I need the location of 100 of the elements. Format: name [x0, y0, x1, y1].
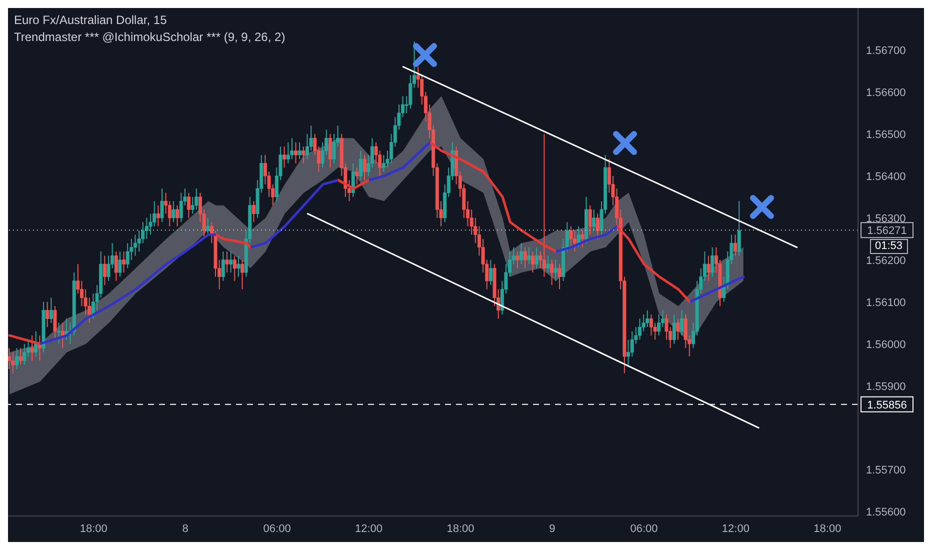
candlestick — [580, 230, 584, 248]
candlestick — [302, 146, 306, 164]
candlestick — [588, 204, 592, 236]
y-tick-label: 1.56100 — [866, 296, 906, 309]
candlestick — [187, 192, 190, 218]
y-tick-label: 1.56000 — [866, 338, 906, 351]
candlestick — [229, 251, 233, 273]
y-tick-label: 1.55900 — [866, 380, 906, 393]
candlestick — [122, 251, 126, 273]
candlestick — [126, 242, 130, 269]
candlestick — [550, 259, 554, 286]
candlestick — [18, 348, 22, 366]
y-tick-label: 1.55700 — [866, 464, 906, 477]
candlestick — [558, 264, 562, 290]
candlestick — [516, 251, 520, 269]
candlestick — [680, 310, 684, 336]
candlestick — [49, 297, 53, 324]
candlestick — [706, 255, 710, 282]
candlestick — [15, 348, 19, 370]
candlestick — [53, 306, 57, 340]
candlestick — [30, 334, 34, 362]
candlestick — [46, 301, 50, 328]
candlestick — [328, 133, 332, 168]
y-tick-label: 1.56200 — [866, 254, 906, 267]
candlestick — [554, 259, 558, 282]
candlestick — [232, 255, 236, 282]
candlestick — [282, 146, 286, 168]
y-tick-label: 1.56500 — [866, 128, 906, 141]
candlestick — [133, 234, 137, 256]
candlestick — [172, 200, 176, 223]
candlestick — [355, 167, 359, 185]
y-tick-label: 1.56600 — [866, 86, 906, 99]
candlestick — [8, 348, 11, 370]
text: Euro Fx/Australian Dollar, 15 — [14, 12, 168, 29]
text: Trendmaster *** @IchimokuScholar *** (9, 9, 26, 2) — [14, 29, 286, 46]
candlestick — [286, 142, 290, 164]
candlestick — [657, 314, 661, 336]
candlestick — [576, 226, 580, 248]
x-tick-label: 9 — [549, 522, 556, 535]
candlestick — [194, 188, 198, 210]
candlestick — [527, 246, 531, 265]
candlestick — [252, 200, 256, 223]
candlestick — [57, 322, 61, 344]
text: 01:53 — [870, 239, 908, 254]
candlestick — [221, 251, 225, 282]
candlestick — [290, 138, 294, 160]
x-tick-label: 18:00 — [446, 522, 474, 535]
candlestick — [676, 318, 680, 340]
candlestick — [144, 217, 148, 240]
candlestick — [672, 314, 676, 344]
candlestick — [546, 255, 550, 273]
candlestick — [488, 259, 492, 286]
candlestick — [362, 154, 366, 181]
y-tick-label: 1.56400 — [866, 170, 906, 183]
candlestick — [638, 318, 642, 340]
candlestick — [156, 204, 160, 227]
candlestick — [60, 322, 64, 349]
candlestick — [358, 150, 362, 181]
candlestick — [530, 251, 534, 273]
candlestick — [592, 209, 596, 232]
candlestick — [225, 251, 229, 273]
candlestick — [176, 204, 180, 227]
candlestick — [179, 192, 183, 223]
candlestick — [298, 142, 302, 160]
candlestick — [649, 314, 653, 336]
y-tick-label: 1.55600 — [866, 506, 906, 519]
x-tick-label: 18:00 — [80, 522, 108, 535]
candlestick — [534, 246, 538, 269]
candlestick — [569, 226, 573, 248]
candlestick — [34, 330, 38, 357]
candlestick — [11, 352, 15, 374]
x-tick-label: 12:00 — [355, 522, 383, 535]
candlestick — [646, 310, 650, 328]
candlestick — [382, 154, 386, 172]
candlestick — [118, 251, 122, 278]
candlestick — [294, 142, 298, 164]
ref-line-label: 1.55856 — [867, 399, 907, 412]
x-tick-label: 06:00 — [630, 522, 658, 535]
candlestick — [114, 251, 118, 282]
candlestick — [206, 217, 210, 236]
x-tick-label: 06:00 — [263, 522, 291, 535]
x-tick-label: 18:00 — [814, 522, 842, 535]
candlestick — [596, 213, 600, 240]
candlestick — [102, 255, 106, 286]
candlestick — [240, 259, 244, 290]
candlestick — [520, 242, 524, 265]
candlestick — [573, 230, 577, 252]
x-tick-label: 8 — [182, 522, 188, 535]
candlestick — [160, 188, 164, 223]
candlestick — [523, 246, 527, 269]
y-tick-label: 1.56700 — [866, 44, 906, 57]
ref-line-label: 1.56271 — [867, 225, 907, 238]
candlestick — [734, 234, 738, 256]
candlestick — [737, 200, 741, 256]
candlestick — [236, 255, 240, 278]
candlestick — [542, 133, 546, 278]
y-tick-label: 1.56300 — [866, 212, 906, 225]
candlestick — [22, 343, 26, 366]
candlestick — [710, 246, 714, 278]
x-tick-label: 12:00 — [722, 522, 750, 535]
